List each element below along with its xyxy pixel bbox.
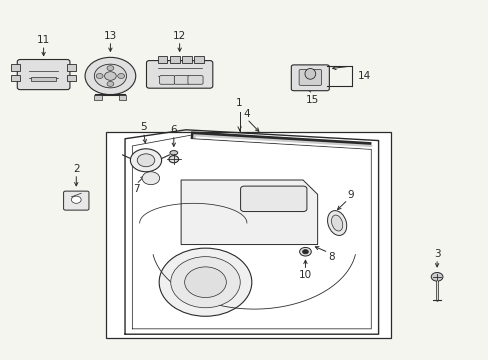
Circle shape <box>168 156 178 163</box>
Bar <box>169 56 179 63</box>
Polygon shape <box>181 180 317 244</box>
Text: 9: 9 <box>347 190 354 200</box>
Text: 3: 3 <box>433 249 440 259</box>
Circle shape <box>184 267 226 297</box>
Circle shape <box>94 64 126 88</box>
FancyBboxPatch shape <box>17 59 70 90</box>
Text: 10: 10 <box>298 270 311 280</box>
Bar <box>182 56 191 63</box>
Circle shape <box>96 73 103 78</box>
Circle shape <box>170 257 240 308</box>
Bar <box>67 75 76 81</box>
Circle shape <box>302 249 308 254</box>
Bar <box>105 132 390 338</box>
Ellipse shape <box>169 150 177 155</box>
Bar <box>94 95 102 100</box>
Bar <box>158 56 167 63</box>
Circle shape <box>107 81 114 86</box>
Text: 13: 13 <box>103 31 117 41</box>
Circle shape <box>104 72 116 80</box>
Text: 11: 11 <box>37 35 50 45</box>
Wedge shape <box>430 273 442 281</box>
Circle shape <box>142 172 159 185</box>
Circle shape <box>85 57 136 95</box>
FancyBboxPatch shape <box>240 186 306 212</box>
FancyBboxPatch shape <box>146 60 212 88</box>
Circle shape <box>159 248 251 316</box>
Bar <box>11 64 20 71</box>
FancyBboxPatch shape <box>63 191 89 210</box>
Ellipse shape <box>327 211 346 235</box>
Text: 8: 8 <box>328 252 334 262</box>
Ellipse shape <box>305 68 315 79</box>
Circle shape <box>118 73 124 78</box>
Text: 6: 6 <box>170 125 177 135</box>
Text: 2: 2 <box>73 164 80 174</box>
Text: 7: 7 <box>133 184 139 194</box>
FancyBboxPatch shape <box>291 65 329 91</box>
Bar <box>11 75 20 81</box>
FancyBboxPatch shape <box>187 76 203 84</box>
Circle shape <box>137 154 155 167</box>
Bar <box>119 95 126 100</box>
FancyBboxPatch shape <box>174 76 189 84</box>
Circle shape <box>299 247 311 256</box>
Text: 15: 15 <box>305 95 319 105</box>
Circle shape <box>71 196 81 203</box>
Text: 4: 4 <box>243 109 250 119</box>
Text: 12: 12 <box>173 31 186 41</box>
Ellipse shape <box>331 215 342 231</box>
Text: 1: 1 <box>236 98 243 108</box>
Bar <box>31 77 56 81</box>
FancyBboxPatch shape <box>299 69 321 85</box>
Circle shape <box>107 66 114 71</box>
Text: 5: 5 <box>140 122 146 132</box>
Circle shape <box>130 149 161 172</box>
Bar <box>67 64 76 71</box>
FancyBboxPatch shape <box>159 76 174 84</box>
Bar <box>194 56 203 63</box>
Text: 14: 14 <box>357 71 370 81</box>
